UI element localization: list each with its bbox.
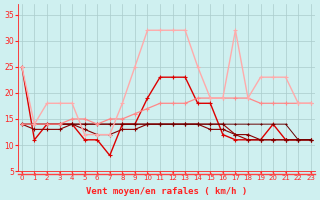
X-axis label: Vent moyen/en rafales ( km/h ): Vent moyen/en rafales ( km/h ) [86, 187, 247, 196]
